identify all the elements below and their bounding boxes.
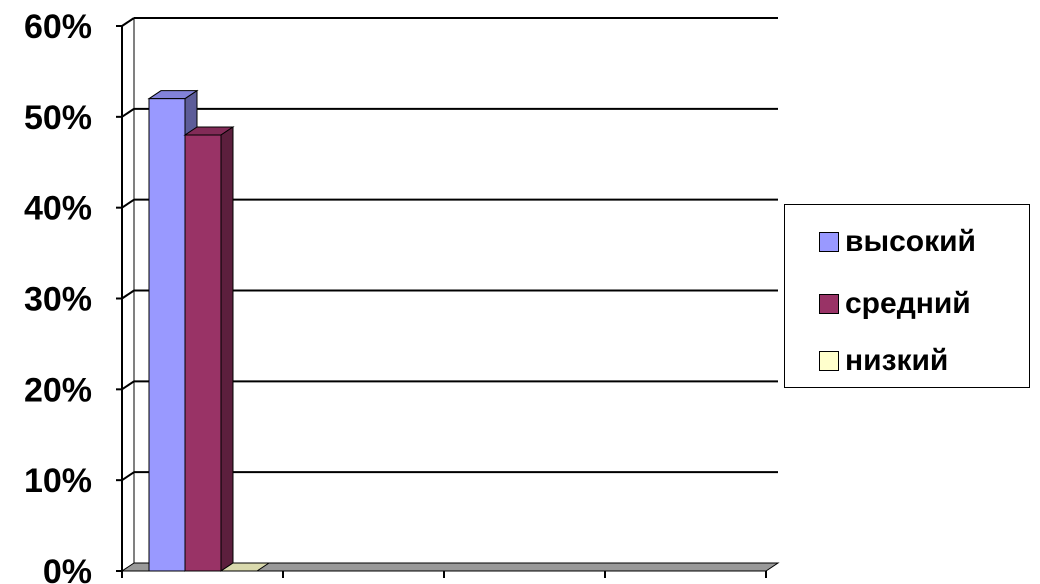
gridline-depth	[121, 108, 135, 118]
legend-swatch-high	[819, 232, 839, 252]
y-tick-label: 20%	[24, 371, 92, 409]
gridline-depth	[121, 380, 135, 391]
bars	[147, 89, 271, 572]
gridline-depth	[121, 17, 135, 27]
gridline-depth	[121, 471, 135, 481]
y-axis-tick-labels: 0% 10% 20% 30% 40% 50% 60%	[24, 8, 92, 584]
legend: высокий средний низкий	[784, 204, 1030, 388]
gridline-depth	[121, 289, 135, 300]
legend-swatch-medium	[819, 294, 839, 314]
gridlines	[121, 17, 778, 481]
floor-plane	[120, 562, 780, 572]
legend-label-high: высокий	[845, 225, 976, 258]
legend-item-low: низкий	[819, 344, 949, 377]
bar-low	[219, 562, 271, 572]
legend-label-low: низкий	[845, 344, 949, 377]
gridline-depth	[121, 198, 135, 209]
bar-medium	[183, 126, 235, 572]
y-tick-label: 30%	[24, 281, 92, 319]
y-tick-label: 60%	[24, 8, 92, 46]
axes	[116, 18, 767, 578]
y-tick-label: 40%	[24, 190, 92, 228]
legend-item-medium: средний	[819, 287, 971, 320]
legend-label-medium: средний	[845, 287, 971, 320]
y-tick-label: 0%	[43, 553, 92, 584]
legend-swatch-low	[819, 351, 839, 371]
y-tick-label: 10%	[24, 462, 92, 500]
chart-floor	[120, 562, 780, 572]
y-tick-label: 50%	[24, 99, 92, 137]
legend-item-high: высокий	[819, 225, 976, 258]
